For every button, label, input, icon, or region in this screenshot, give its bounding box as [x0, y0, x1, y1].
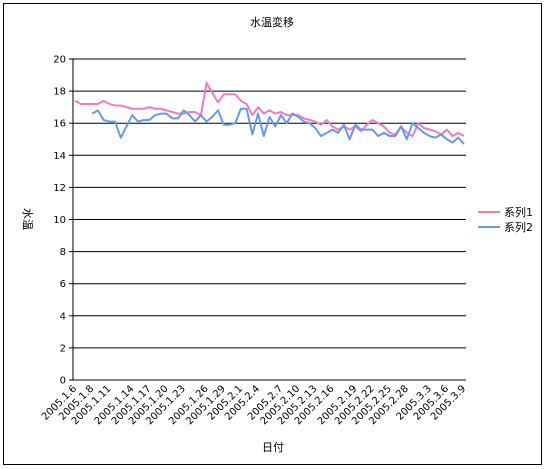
y-tick-label: 2	[60, 343, 66, 354]
y-tick-label: 10	[53, 215, 66, 226]
y-tick-label: 12	[53, 183, 66, 194]
y-tick-label: 0	[60, 376, 66, 387]
y-tick-label: 20	[53, 55, 66, 66]
y-tick-label: 14	[53, 151, 66, 162]
y-tick-label: 8	[60, 247, 66, 258]
legend-label: 系列1	[504, 205, 533, 219]
y-tick-label: 4	[60, 311, 66, 322]
y-tick-label: 16	[53, 119, 66, 130]
y-axis-label: 水温	[21, 208, 34, 230]
x-axis-label: 日付	[262, 441, 284, 454]
chart-frame	[3, 3, 542, 465]
y-tick-label: 18	[53, 87, 66, 98]
legend-label: 系列2	[504, 220, 533, 234]
series-line-2	[91, 107, 465, 145]
y-tick-label: 6	[60, 279, 66, 290]
chart-title: 水温変移	[250, 15, 294, 29]
